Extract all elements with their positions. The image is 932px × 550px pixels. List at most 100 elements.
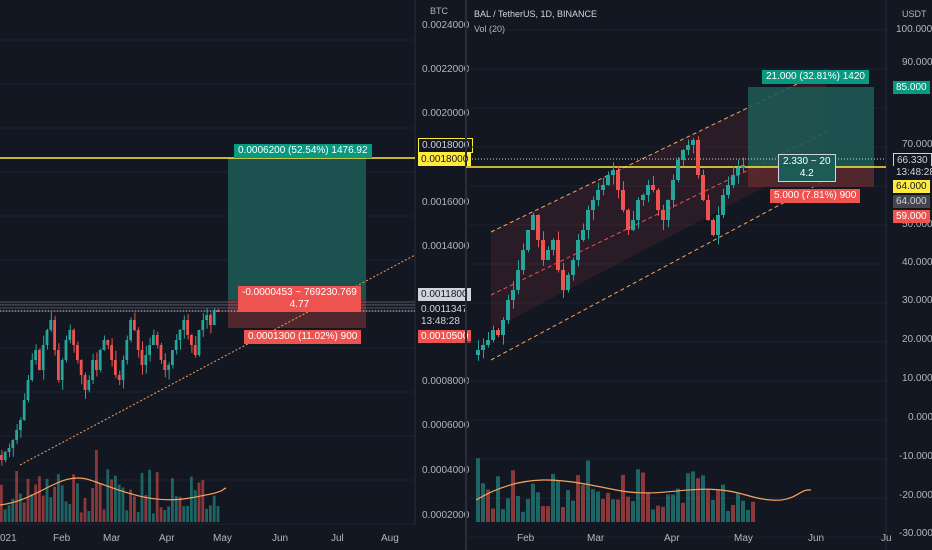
bal-candle <box>566 275 570 290</box>
btc-volume-bar <box>49 497 53 522</box>
btc-candle <box>34 350 37 360</box>
bal-volume-bar <box>596 491 600 522</box>
bal-candle <box>486 340 490 345</box>
bal-candle <box>721 195 725 215</box>
btc-volume-bar <box>95 450 98 522</box>
bal-candle <box>621 190 625 210</box>
bal-volume-bar <box>576 475 580 522</box>
btc-volume-bar <box>79 512 83 522</box>
btc-chart-canvas[interactable] <box>0 0 466 550</box>
btc-candle <box>216 310 220 312</box>
btc-stop-price-tag: 0.0010500 <box>418 330 472 343</box>
btc-countdown-tag: 13:48:28 <box>418 315 463 328</box>
btc-volume-bar <box>53 486 56 522</box>
bal-candle <box>626 210 630 230</box>
bal-volume-bar <box>671 494 675 522</box>
btc-candle <box>57 350 60 380</box>
btc-volume-bar <box>205 508 208 522</box>
btc-candle <box>193 345 197 355</box>
btc-volume-bar <box>64 501 68 522</box>
btc-volume-bar <box>41 495 45 522</box>
btc-price-tick: 0.0006000 <box>422 420 470 431</box>
bal-volume-bar <box>491 508 495 522</box>
bal-volume-bar <box>746 509 750 522</box>
btc-volume-bar <box>125 510 129 522</box>
bal-candle <box>686 145 690 150</box>
btc-candle <box>91 360 94 380</box>
bal-price-tick: 10.000 <box>902 373 932 384</box>
bal-candle <box>561 270 565 290</box>
bal-volume-bar <box>646 492 650 522</box>
bal-volume-bar <box>556 480 560 522</box>
panel-divider[interactable] <box>465 0 467 550</box>
btc-candle <box>133 320 136 330</box>
bal-volume-bar <box>606 492 610 522</box>
btc-price-tick: 0.0016000 <box>422 197 470 208</box>
bal-volume-bar <box>521 511 525 522</box>
btc-candle <box>178 330 182 340</box>
bal-stop-price-tag: 59.000 <box>893 210 930 223</box>
btc-candle <box>136 330 140 350</box>
bal-volume-bar <box>501 509 505 522</box>
bal-candle <box>501 320 505 335</box>
bal-chart-canvas[interactable] <box>466 0 932 550</box>
btc-candle <box>3 452 7 460</box>
btc-candle <box>167 365 170 370</box>
bal-price-tick: -20.000 <box>899 490 932 501</box>
bal-volume-bar <box>546 506 550 522</box>
btc-volume-bar <box>152 513 155 522</box>
btc-candle <box>11 440 15 448</box>
bal-target-price-tag: 85.000 <box>893 81 930 94</box>
bal-volume-ma <box>475 479 812 501</box>
btc-price-tick: 0.0014000 <box>422 241 470 252</box>
btc-chart-panel[interactable]: BTC 0.0024000 0.0022000 0.0020000 0.0016… <box>0 0 474 550</box>
btc-candle <box>72 330 75 345</box>
bal-price-tick: 40.000 <box>902 257 932 268</box>
btc-candle <box>41 345 45 370</box>
btc-volume-bar <box>121 487 125 522</box>
bal-volume-bar <box>601 498 605 522</box>
bal-price-tick: 100.000 <box>896 24 932 35</box>
btc-volume-bar <box>190 476 193 522</box>
bal-candle <box>736 168 740 175</box>
btc-candle <box>79 360 83 375</box>
btc-candle <box>114 360 117 375</box>
btc-candle <box>64 340 68 360</box>
bal-chart-panel[interactable]: BAL / TetherUS, 1D, BINANCE Vol (20) USD… <box>466 0 932 550</box>
btc-volume-bar <box>163 509 167 522</box>
bal-candle <box>741 165 745 168</box>
bal-candle <box>661 210 665 220</box>
btc-volume-bar <box>110 479 113 522</box>
bal-candle <box>711 220 715 235</box>
btc-target-price-tag: 0.0018000 <box>418 138 474 153</box>
bal-volume-bar <box>676 488 680 522</box>
btc-volume-bar <box>182 506 186 522</box>
btc-time-tick: Jun <box>272 533 289 544</box>
btc-position-line2: 4.77 <box>289 299 310 310</box>
bal-candle <box>641 195 645 200</box>
bal-channel-bottom <box>490 179 827 361</box>
bal-volume-bar <box>536 492 540 522</box>
chart-symbol-legend[interactable]: BAL / TetherUS, 1D, BINANCE <box>474 9 598 19</box>
btc-candle <box>163 360 167 370</box>
bal-volume-bar <box>691 471 695 522</box>
bal-candle <box>491 330 495 340</box>
bal-price-tick: -30.000 <box>899 528 932 539</box>
btc-volume-bar <box>148 469 151 522</box>
bal-candle <box>726 185 730 195</box>
bal-volume-bar <box>731 504 735 522</box>
btc-candle <box>49 320 53 330</box>
bal-price-tick: 90.000 <box>902 57 932 68</box>
btc-volume-bar <box>30 494 34 522</box>
volume-indicator-legend[interactable]: Vol (20) <box>474 24 506 34</box>
bal-candle <box>551 240 555 250</box>
btc-volume-bar <box>201 480 205 522</box>
btc-volume-bar <box>136 512 140 522</box>
btc-candle <box>212 310 216 325</box>
bal-volume-bar <box>611 499 615 522</box>
btc-candle <box>26 380 30 400</box>
btc-candle <box>38 350 41 370</box>
bal-candle <box>581 230 585 240</box>
bal-time-tick: Feb <box>517 533 535 544</box>
bal-candle <box>681 150 685 160</box>
